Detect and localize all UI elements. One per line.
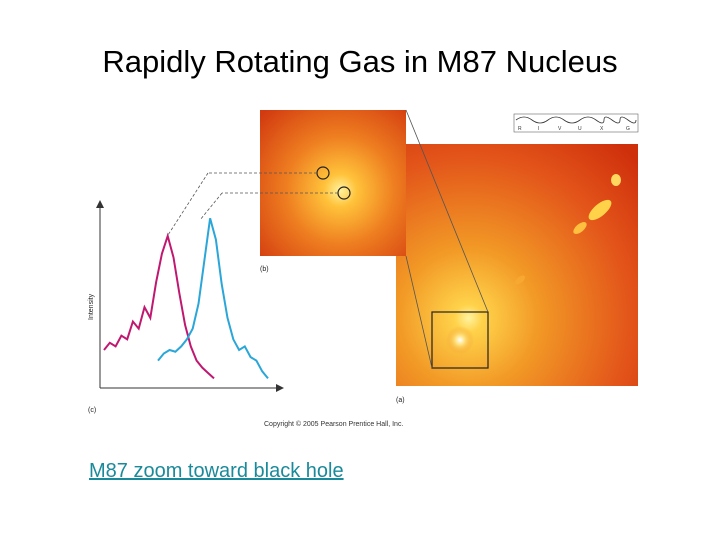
y-axis-arrow xyxy=(96,200,104,208)
image-panel-b xyxy=(260,110,406,256)
band-label-u: U xyxy=(578,126,582,132)
m87-zoom-link[interactable]: M87 zoom toward black hole xyxy=(89,460,344,482)
band-label-i: I xyxy=(538,126,539,132)
panel-label-c: (c) xyxy=(88,407,96,414)
panel-label-b: (b) xyxy=(260,266,269,273)
panel-label-a: (a) xyxy=(396,397,405,404)
band-label-v: V xyxy=(558,126,562,132)
x-axis-arrow xyxy=(276,384,284,392)
spectrum-line-magenta xyxy=(103,232,215,380)
m87-figure: (a) R I V U X G (b) xyxy=(80,100,660,440)
spectrum-plot: Intensity xyxy=(88,200,284,392)
band-label-g: G xyxy=(626,126,630,132)
jet-knots xyxy=(515,174,621,285)
y-axis-label: Intensity xyxy=(88,293,95,320)
spectrum-line-cyan xyxy=(157,217,269,380)
connector-lines xyxy=(167,109,489,369)
copyright-text: Copyright © 2005 Pearson Prentice Hall, … xyxy=(264,420,403,428)
zoom-box xyxy=(431,311,489,369)
galaxy-core xyxy=(446,326,474,354)
wavelength-band-strip: R I V U X G xyxy=(513,113,639,133)
figure-svg: (a) R I V U X G (b) xyxy=(88,109,639,428)
band-label-r: R xyxy=(518,126,522,132)
band-label-x: X xyxy=(600,126,604,132)
slide-title: Rapidly Rotating Gas in M87 Nucleus xyxy=(102,44,618,79)
